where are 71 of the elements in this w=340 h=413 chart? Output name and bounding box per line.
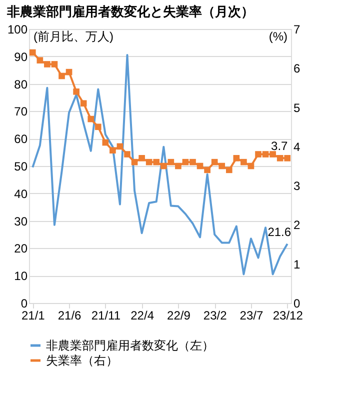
y-tick-label: 20: [14, 242, 28, 256]
y-tick-label: 70: [14, 104, 28, 119]
point: [218, 162, 226, 170]
y2-axis-title: (%): [268, 30, 288, 44]
line-series: [32, 54, 288, 276]
point: [168, 158, 174, 166]
y-tick-label: 30: [14, 214, 28, 228]
point: [131, 158, 138, 166]
y-axis-title: (前月比、万人): [34, 30, 114, 44]
point: [284, 155, 291, 162]
data-label: 21.6: [268, 224, 292, 239]
x-tick-label: 21/11: [91, 308, 121, 322]
point: [233, 155, 240, 162]
y2-tick-label: 0: [294, 296, 300, 310]
y2-tick-label: 6: [294, 62, 300, 76]
x-tick-label: 22/9: [167, 308, 191, 322]
point: [255, 151, 262, 158]
x-tick-label: 21/6: [58, 308, 82, 322]
point: [58, 72, 65, 80]
point: [153, 158, 160, 166]
point: [88, 116, 94, 122]
chart-title: 非農業部門雇用者数変化と失業率（月次）: [6, 4, 254, 19]
point: [80, 100, 87, 107]
y-tick-label: 0: [20, 296, 28, 310]
point: [276, 155, 284, 162]
point: [262, 151, 269, 158]
x-tick-label: 23/12: [272, 308, 304, 322]
point: [240, 158, 247, 166]
point: [44, 61, 50, 68]
y-tick-label: 90: [14, 50, 28, 64]
point: [124, 151, 130, 158]
point: [94, 124, 102, 130]
x-tick-label: 22/4: [130, 308, 154, 322]
point: [204, 166, 210, 174]
point: [211, 158, 218, 166]
x-tick-label: 23/2: [203, 308, 228, 322]
y-tick-label: 80: [14, 77, 28, 92]
point: [29, 49, 36, 56]
y-tick-label: 10: [14, 269, 28, 284]
legend-label: 失業率（右）: [46, 354, 118, 368]
y-tick-label: 100: [7, 22, 28, 36]
point: [182, 158, 189, 166]
y-tick-label: 40: [14, 186, 28, 201]
point: [160, 162, 167, 170]
point: [270, 151, 276, 158]
y2-tick-label: 4: [294, 140, 300, 154]
data-label: 3.7: [271, 139, 288, 154]
point: [116, 143, 124, 150]
y2-tick-label: 3: [294, 179, 300, 194]
x-tick-label: 23/7: [240, 308, 264, 322]
y2-tick-label: 7: [294, 22, 300, 36]
y-tick-label: 50: [14, 160, 28, 174]
point: [138, 155, 145, 162]
point: [196, 162, 204, 170]
point: [51, 61, 58, 68]
point: [66, 68, 72, 76]
point: [226, 166, 232, 174]
point: [36, 57, 44, 64]
y2-tick-label: 5: [294, 100, 300, 115]
point: [73, 88, 80, 95]
x-tick-label: 21/1: [21, 308, 46, 322]
legend-label: 非農業部門雇用者数変化（左）: [46, 338, 214, 352]
y2-tick-label: 1: [294, 257, 300, 272]
y-tick-label: 60: [14, 132, 28, 146]
point: [175, 162, 182, 170]
point: [102, 139, 109, 146]
point: [110, 147, 116, 154]
point: [248, 162, 254, 170]
y2-tick-label: 2: [294, 218, 300, 232]
point: [146, 158, 152, 166]
point: [190, 158, 196, 166]
